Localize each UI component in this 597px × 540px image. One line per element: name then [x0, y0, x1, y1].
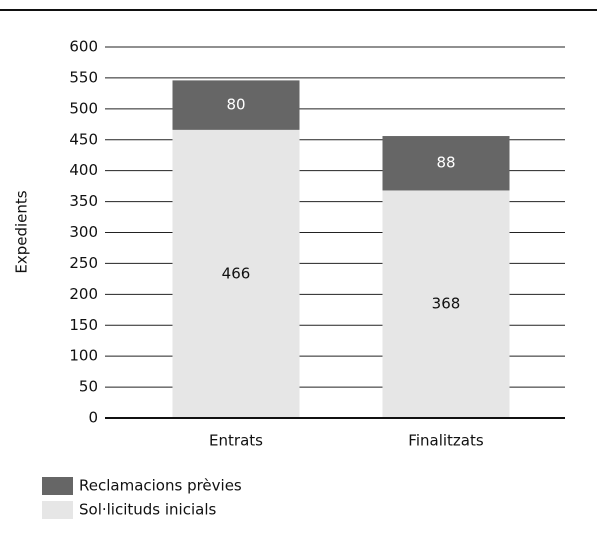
- data-label: 88: [436, 154, 455, 172]
- x-tick-label: Entrats: [209, 432, 263, 450]
- data-label: 466: [222, 264, 251, 282]
- legend-label: Sol·licituds inicials: [79, 501, 216, 519]
- y-tick-label: 0: [88, 409, 98, 427]
- y-tick-label: 200: [69, 285, 98, 303]
- y-tick-label: 550: [69, 68, 98, 86]
- bar-segment: [382, 190, 510, 418]
- y-tick-label: 400: [69, 161, 98, 179]
- y-axis-label: Expedients: [13, 190, 31, 273]
- y-tick-label: 500: [69, 99, 98, 117]
- y-tick-label: 100: [69, 347, 98, 365]
- bar-segment: [172, 80, 300, 130]
- y-tick-label: 600: [69, 38, 98, 56]
- legend-label: Reclamacions prèvies: [79, 477, 242, 495]
- legend-swatch: [42, 501, 73, 519]
- y-tick-label: 250: [69, 254, 98, 272]
- y-tick-label: 350: [69, 192, 98, 210]
- y-tick-label: 150: [69, 316, 98, 334]
- legend-swatch: [42, 477, 73, 495]
- bar-segment: [382, 136, 510, 191]
- data-label: 368: [432, 295, 461, 313]
- x-tick-label: Finalitzats: [408, 432, 484, 450]
- y-tick-label: 300: [69, 223, 98, 241]
- y-tick-label: 450: [69, 130, 98, 148]
- y-tick-label: 50: [79, 378, 98, 396]
- bar-segment: [172, 129, 300, 418]
- data-label: 80: [226, 96, 245, 114]
